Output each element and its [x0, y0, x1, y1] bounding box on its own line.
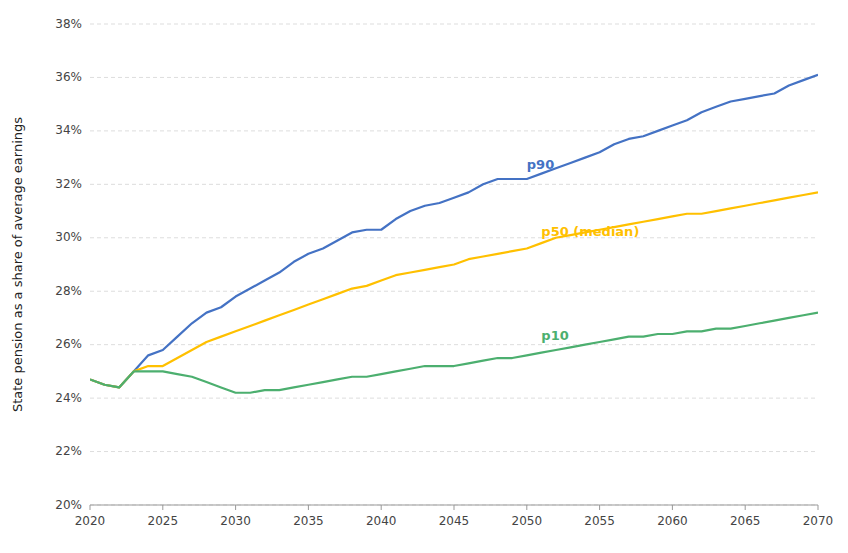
- x-tick-label: 2035: [293, 514, 324, 528]
- x-tick-label: 2065: [730, 514, 761, 528]
- y-tick-label: 24%: [55, 391, 82, 405]
- x-tick-label: 2030: [220, 514, 251, 528]
- grid-line: [90, 130, 818, 131]
- lines: [90, 75, 818, 393]
- x-tick-label: 2045: [439, 514, 470, 528]
- x-tick: [381, 505, 382, 510]
- x-tick-label: 2025: [148, 514, 179, 528]
- x-tick: [599, 505, 600, 510]
- x-tick: [745, 505, 746, 510]
- line-label: p90: [527, 157, 554, 172]
- x-tick: [90, 505, 91, 510]
- x-tick-label: 2070: [803, 514, 834, 528]
- y-grid: [90, 24, 818, 505]
- grid-line: [90, 24, 818, 25]
- x-tick-label: 2040: [366, 514, 397, 528]
- x-tick-label: 2060: [657, 514, 688, 528]
- grid-line: [90, 398, 818, 399]
- x-tick: [818, 505, 819, 510]
- y-tick-label: 22%: [55, 444, 82, 458]
- grid-line: [90, 77, 818, 78]
- y-tick-label: 30%: [55, 230, 82, 244]
- y-tick-label: 36%: [55, 70, 82, 84]
- line-label: p10: [541, 328, 568, 343]
- x-tick: [235, 505, 236, 510]
- x-tick: [308, 505, 309, 510]
- x-tick-label: 2055: [584, 514, 615, 528]
- series-line: [90, 313, 818, 393]
- y-tick-label: 26%: [55, 337, 82, 351]
- y-tick-label: 20%: [55, 498, 82, 512]
- y-axis-title: State pension as a share of average earn…: [10, 117, 25, 412]
- grid-line: [90, 237, 818, 238]
- x-tick: [526, 505, 527, 510]
- grid-line: [90, 291, 818, 292]
- x-tick: [454, 505, 455, 510]
- x-axis: 2020 2025 2030 2035 2040 2045 2050 2055 2060 2065…: [75, 505, 834, 528]
- grid-line: [90, 184, 818, 185]
- series-line: [90, 192, 818, 387]
- x-tick-label: 2050: [512, 514, 543, 528]
- y-tick-label: 32%: [55, 177, 82, 191]
- series-line: [90, 75, 818, 388]
- chart: 20%22%24%26%28%30%32%34%36%38%2020202520…: [0, 0, 848, 553]
- line-label: p50 (median): [541, 224, 639, 239]
- x-tick-label: 2020: [75, 514, 106, 528]
- y-tick-label: 38%: [55, 17, 82, 31]
- x-tick: [162, 505, 163, 510]
- annotations: p90 p50 (median) p10: [527, 157, 640, 343]
- y-tick-label: 28%: [55, 284, 82, 298]
- y-tick-label: 34%: [55, 123, 82, 137]
- x-tick: [672, 505, 673, 510]
- y-axis: 20% 22% 24% 26% 28% 30% 32% 34% 36% 38%: [55, 17, 82, 512]
- grid-line: [90, 451, 818, 452]
